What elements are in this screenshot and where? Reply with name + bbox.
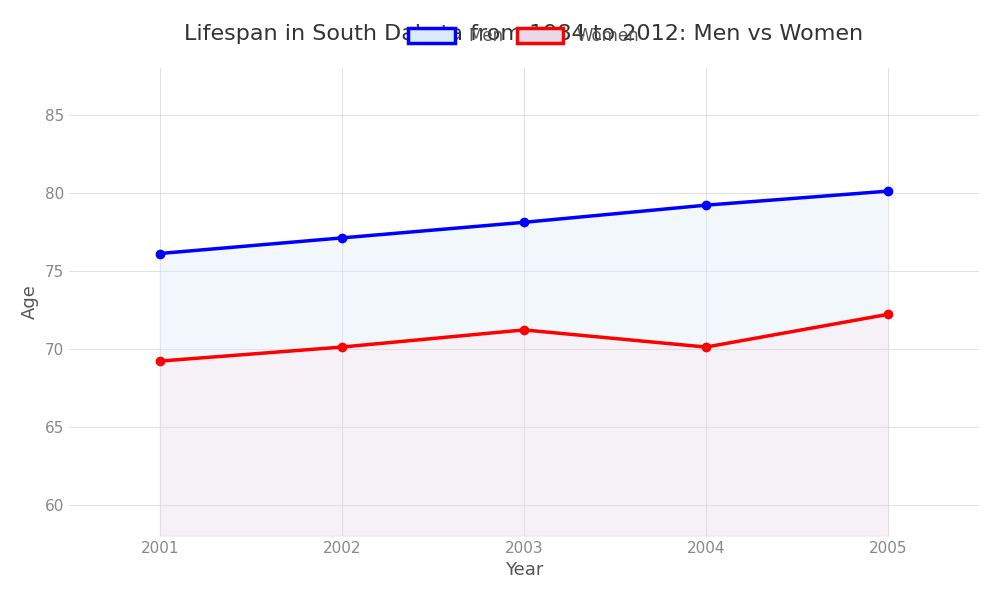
X-axis label: Year: Year [505,561,543,579]
Title: Lifespan in South Dakota from 1984 to 2012: Men vs Women: Lifespan in South Dakota from 1984 to 20… [184,24,863,44]
Y-axis label: Age: Age [21,284,39,319]
Legend: Men, Women: Men, Women [402,20,646,52]
